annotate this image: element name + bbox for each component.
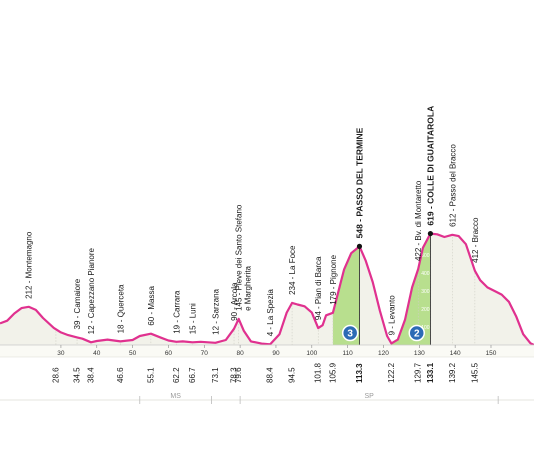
km-mark-label: 62.2	[172, 367, 181, 383]
place-label: 412 - Bracco	[471, 217, 480, 263]
x-tick-label: 60	[165, 350, 173, 357]
place-label: 15 - Luni	[188, 303, 197, 334]
km-mark-label: 145.5	[470, 362, 479, 383]
x-tick-label: 40	[93, 350, 101, 357]
place-label: 4 - La Spezia	[266, 289, 275, 337]
x-tick-label: 90	[272, 350, 280, 357]
place-label: 548 - PASSO DEL TERMINE	[354, 127, 364, 238]
place-label: 422 - Bv. di Montaretto	[414, 180, 423, 261]
km-mark-label: 88.4	[266, 367, 275, 383]
km-mark-label: 129.7	[414, 362, 423, 383]
km-band	[0, 345, 534, 357]
km-mark-label: 66.7	[188, 367, 197, 383]
x-tick-label: 100	[306, 350, 317, 357]
climb-badge-label: 3	[347, 329, 353, 340]
km-mark-label: 38.4	[87, 367, 96, 383]
km-mark-label: 55.1	[146, 367, 155, 383]
place-label: e Margherita	[244, 265, 253, 310]
x-tick-label: 110	[342, 350, 353, 357]
inner-scale-label: 300	[421, 289, 430, 295]
province-label: SP	[364, 393, 374, 400]
climb-area-1	[332, 246, 360, 345]
place-label: 612 - Passo del Bracco	[448, 144, 457, 227]
km-mark-label: 34.5	[73, 367, 82, 383]
inner-scale-label: 100	[421, 325, 430, 331]
place-label: 234 - La Foce	[288, 245, 297, 295]
profile-line	[0, 232, 534, 346]
km-mark-label: 28.6	[51, 367, 60, 383]
km-mark-label: 113.3	[355, 363, 364, 383]
x-tick-label: 30	[57, 350, 65, 357]
place-label: 90 - Arcola	[230, 282, 239, 321]
place-label: 619 - COLLE DI GUAITAROLA	[425, 106, 435, 226]
x-tick-label: 50	[129, 350, 137, 357]
place-label: 60 - Massa	[147, 286, 156, 326]
x-tick-label: 130	[414, 350, 425, 357]
km-mark-label: 73.1	[211, 367, 220, 383]
km-mark-label: 122.2	[387, 362, 396, 383]
place-label: 179 - Pignone	[329, 254, 338, 304]
km-mark-label: 46.6	[116, 367, 125, 383]
x-tick-label: 120	[378, 350, 389, 357]
km-mark-label: 139.2	[448, 362, 457, 383]
summit-dot	[356, 243, 363, 249]
inner-scale-label: 200	[421, 307, 430, 313]
km-mark-label: 94.5	[288, 367, 297, 383]
province-label: MS	[170, 393, 181, 400]
km-mark-label: 133.1	[426, 362, 435, 383]
km-mark-label: 78.3	[230, 367, 239, 383]
climb-badge-label: 2	[414, 329, 420, 340]
climb-badge	[408, 324, 426, 342]
place-label: 39 - Camaiore	[73, 278, 82, 329]
place-label: 94 - Pian di Barca	[314, 256, 323, 320]
km-mark-label: 101.8	[314, 362, 323, 383]
inner-scale-label: 500	[421, 253, 430, 259]
inner-scale-label: 400	[421, 271, 430, 277]
place-label: 9 - Levanto	[387, 295, 396, 336]
km-mark-label: 79.6	[234, 367, 243, 383]
place-label: 18 - Querceta	[116, 284, 125, 333]
x-tick-label: 150	[486, 350, 497, 357]
climb-badge	[341, 324, 359, 342]
place-label: 12 - Sarzana	[211, 288, 220, 334]
x-tick-label: 140	[450, 350, 461, 357]
place-label: 145 - Pieve dei Santo Stefano	[235, 204, 244, 311]
place-label: 212 - Montemagno	[25, 231, 34, 299]
place-label: 19 - Carrara	[172, 290, 181, 334]
km-mark-label: 105.9	[328, 362, 337, 383]
place-label: 12 - Capezzano Pianore	[87, 247, 96, 334]
x-tick-label: 80	[237, 350, 245, 357]
x-tick-label: 70	[201, 350, 209, 357]
summit-dot	[427, 230, 434, 237]
